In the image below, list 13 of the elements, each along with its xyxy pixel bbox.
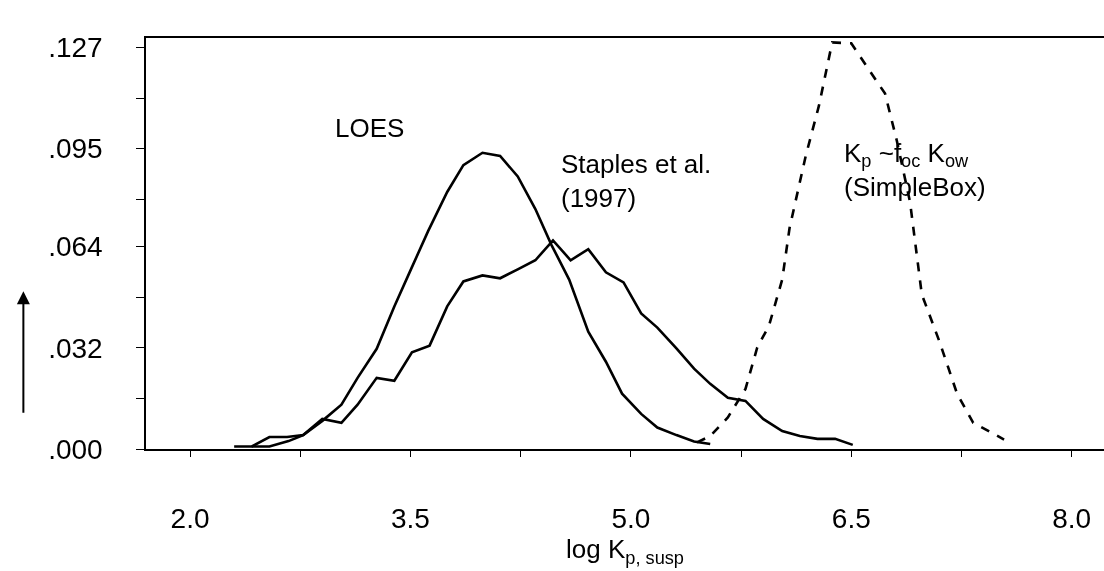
text: LOES — [335, 113, 405, 143]
y-tick-label: .127 — [48, 32, 103, 64]
y-tick-label: .095 — [48, 133, 103, 165]
series-label: Staples et al. (1997) — [561, 149, 712, 213]
x-tick-label: 2.0 — [170, 503, 210, 535]
x-tick-label: 8.0 — [1052, 503, 1092, 535]
y-tick-label: .032 — [48, 332, 103, 364]
x-tick-label: 3.5 — [391, 503, 430, 535]
x-tick-label: 6.5 — [831, 503, 871, 535]
y-tick-label: .064 — [48, 231, 103, 263]
y-tick-label: .000 — [48, 433, 103, 465]
x-axis-title: log K$_{p, susp}$ — [566, 534, 684, 568]
x-tick-label: 5.0 — [611, 503, 651, 535]
